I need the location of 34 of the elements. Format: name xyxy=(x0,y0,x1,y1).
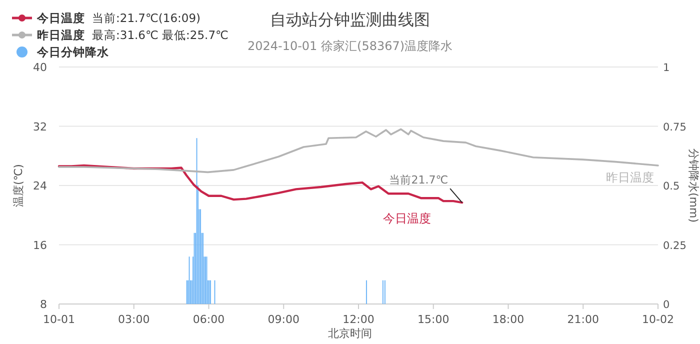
y-tick-label: 40 xyxy=(33,61,47,74)
x-tick-label: 03:00 xyxy=(118,313,150,326)
y2-tick-label: 0.75 xyxy=(663,121,686,134)
annotation: 当前21.7℃ xyxy=(389,174,448,187)
y2-axis-title: 分钟降水(mm) xyxy=(687,148,700,223)
text: 最高:31.6℃ 最低:25.7℃ xyxy=(92,28,229,42)
x-tick-label: 18:00 xyxy=(492,313,524,326)
x-tick-label: 21:00 xyxy=(567,313,599,326)
legend-label: 今日分钟降水 xyxy=(36,45,110,59)
chart-title: 自动站分钟监测曲线图 xyxy=(270,10,430,29)
y-tick-label: 32 xyxy=(33,120,47,134)
y2-tick-label: 1 xyxy=(663,62,670,74)
y2-tick-label: 0 xyxy=(663,299,670,311)
legend-label: 昨日温度 xyxy=(37,28,85,42)
x-tick-label: 10-01 xyxy=(43,313,75,326)
text: 当前:21.7℃(16:09) xyxy=(92,11,201,25)
x-tick-label: 10-02 xyxy=(642,313,674,326)
line-series xyxy=(58,164,464,204)
legend-label: 今日温度 xyxy=(36,11,85,25)
y2-tick-label: 0.25 xyxy=(663,240,686,252)
x-tick-label: 12:00 xyxy=(342,313,374,326)
text: 今日温度 xyxy=(383,212,432,226)
x-tick-label: 09:00 xyxy=(268,313,300,326)
y2-tick-label: 0.5 xyxy=(663,180,680,192)
x-axis-title: 北京时间 xyxy=(328,327,372,340)
y-axis-title: 温度(℃) xyxy=(12,164,25,207)
y-tick-label: 8 xyxy=(40,298,47,311)
text: 昨日温度 xyxy=(606,170,654,185)
y-tick-label: 16 xyxy=(33,238,47,252)
line-series xyxy=(58,128,659,174)
y-tick-label: 24 xyxy=(33,180,47,192)
x-tick-label: 06:00 xyxy=(192,313,225,326)
chart-subtitle: 2024-10-01 徐家汇(58367)温度降水 xyxy=(247,39,453,53)
x-tick-label: 15:00 xyxy=(418,313,450,326)
